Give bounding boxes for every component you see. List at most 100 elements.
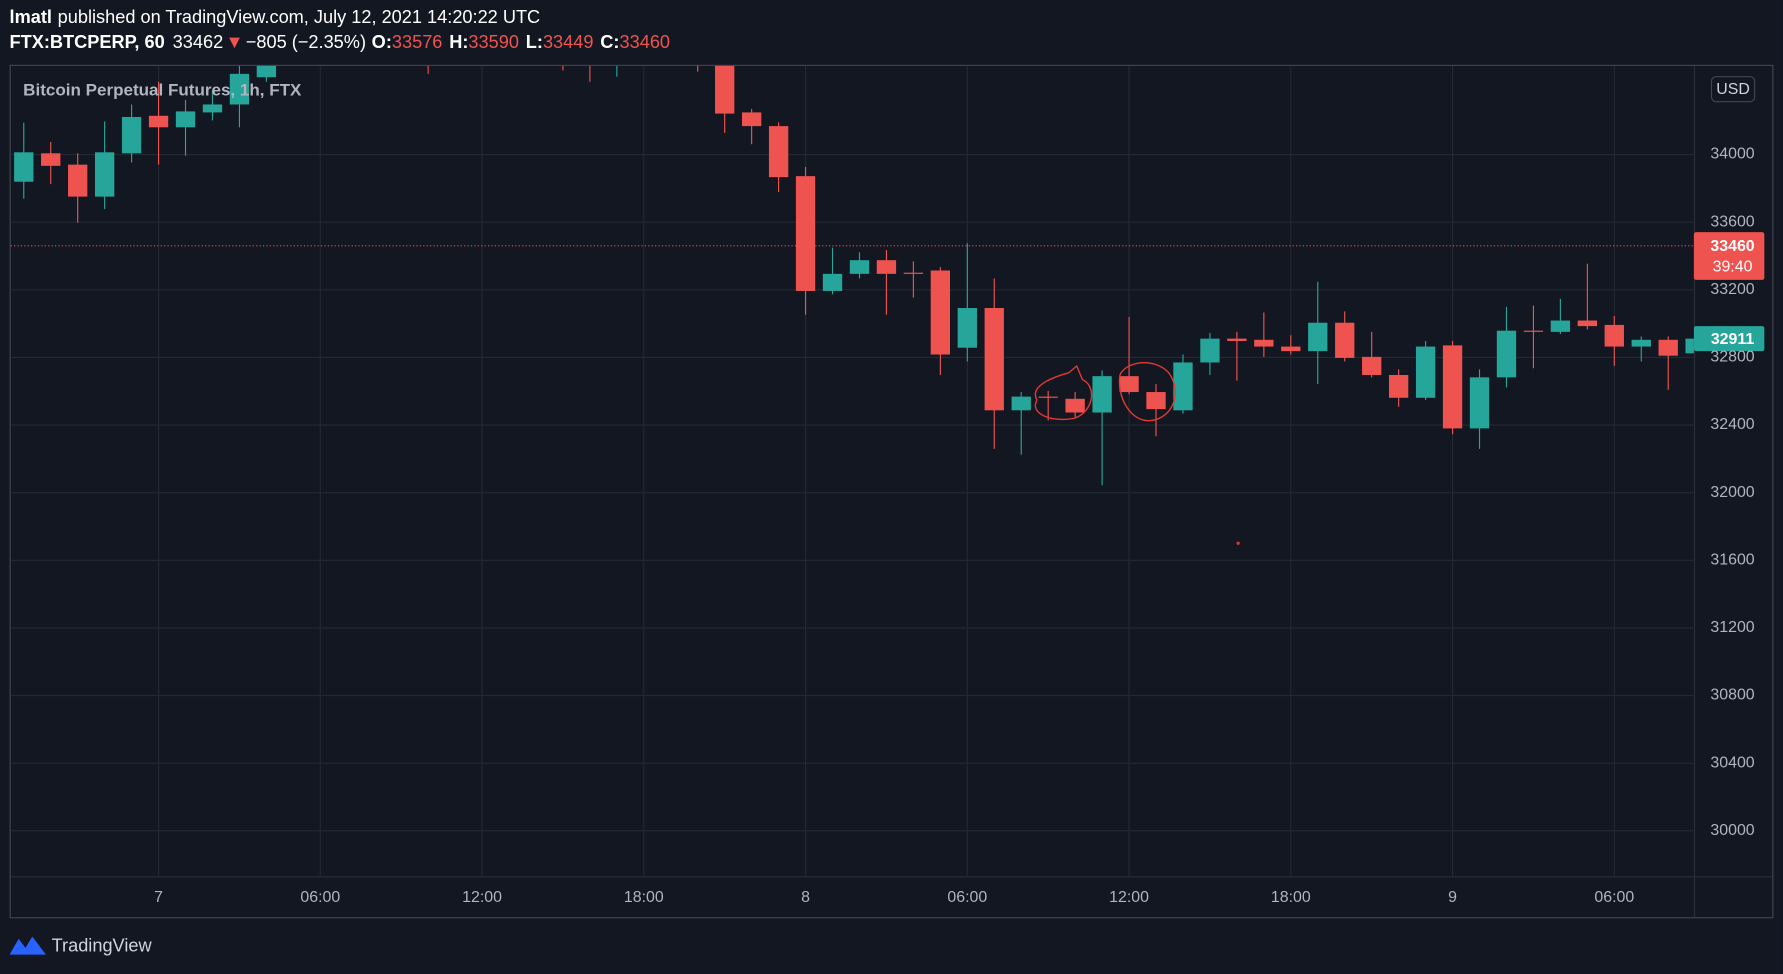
published: published on TradingView.com, July 12, 2… xyxy=(58,7,541,27)
candle-body xyxy=(715,65,735,114)
candle-body xyxy=(822,273,843,291)
candle-body xyxy=(1038,396,1058,398)
candle-body xyxy=(849,260,870,274)
x-tick-label: 06:00 xyxy=(1594,889,1634,906)
publish-line: lmatl published on TradingView.com, July … xyxy=(10,7,541,27)
candle-body xyxy=(1092,376,1112,413)
candle-body xyxy=(202,104,223,113)
ohlc-label: C: xyxy=(600,32,619,52)
logo xyxy=(9,936,46,955)
currency-box xyxy=(1710,76,1756,103)
brand-logo xyxy=(9,936,46,955)
last-price: 33462 xyxy=(173,32,224,52)
x-tick-label: 12:00 xyxy=(462,889,502,906)
candle-body xyxy=(1388,374,1409,398)
y-tick-label: 33600 xyxy=(1710,213,1754,230)
x-tick-label: 12:00 xyxy=(1109,889,1149,906)
candle-body xyxy=(1227,338,1247,341)
y-tick-label: 32000 xyxy=(1710,484,1754,501)
x-tick-label: 9 xyxy=(1448,889,1457,906)
y-tick-label: 32400 xyxy=(1710,416,1754,433)
y-tick-label: 30000 xyxy=(1710,822,1754,839)
candle-body xyxy=(741,112,762,127)
ohlc-value: 33460 xyxy=(620,32,671,52)
candle-body xyxy=(1550,320,1571,332)
candle-body xyxy=(1362,356,1382,375)
last-price-box xyxy=(1693,232,1765,280)
candle-body xyxy=(14,152,34,182)
candle-body xyxy=(41,153,61,166)
candle-body xyxy=(1011,396,1031,411)
currency: USD xyxy=(1716,81,1750,98)
candle-body xyxy=(1146,392,1166,410)
brand: TradingView xyxy=(52,936,153,956)
candle-body xyxy=(256,65,277,78)
candle-body xyxy=(1685,338,1694,354)
visible-close-label: 32911 xyxy=(1711,331,1755,348)
visible-close-box xyxy=(1693,326,1765,352)
grid xyxy=(10,65,1694,877)
candle-body xyxy=(768,126,789,178)
candle-body xyxy=(1119,376,1139,393)
candle-body xyxy=(1281,346,1301,352)
x-tick-label: 06:00 xyxy=(300,889,340,906)
candle-body xyxy=(148,115,169,128)
candle-body xyxy=(1496,330,1517,378)
ohlc-label: L: xyxy=(526,32,543,52)
symbol: FTX:BTCPERP, 60 xyxy=(10,32,165,52)
ohlc-label: H: xyxy=(449,32,468,52)
x-tick-label: 06:00 xyxy=(947,889,987,906)
y-tick-label: 34000 xyxy=(1710,146,1754,163)
annotation-circle xyxy=(1118,362,1176,422)
candle-body xyxy=(1604,324,1624,347)
candle-body xyxy=(930,270,951,355)
candle-body xyxy=(68,164,88,197)
chart-title: Bitcoin Perpetual Futures, 1h, FTX xyxy=(23,80,302,99)
candle-body xyxy=(229,73,250,105)
x-tick-label: 7 xyxy=(154,889,163,906)
last-price-label: 33460 xyxy=(1710,238,1754,255)
candle-body xyxy=(1200,338,1220,363)
change-arrow: ▼ xyxy=(226,32,244,52)
y-tick-label: 32800 xyxy=(1710,349,1754,366)
x-tick-label: 18:00 xyxy=(624,889,664,906)
countdown: 39:40 xyxy=(1713,259,1753,276)
candle-body xyxy=(1335,322,1355,358)
candle-body xyxy=(1469,377,1490,429)
candle-body xyxy=(1065,398,1085,413)
candles xyxy=(14,65,1694,486)
ohlc-value: 33590 xyxy=(468,32,519,52)
candle-body xyxy=(1254,339,1274,347)
candle-body xyxy=(957,308,977,348)
candle-body xyxy=(795,176,816,291)
candle-body xyxy=(903,272,924,274)
ohlc-value: 33576 xyxy=(392,32,443,52)
candle-body xyxy=(1658,339,1678,356)
candle-body xyxy=(1442,345,1463,429)
candle-body xyxy=(1308,322,1328,352)
symbol-line: FTX:BTCPERP, 60 33462 ▼ −805 (−2.35%) O:3357… xyxy=(10,32,671,52)
candle-body xyxy=(94,152,115,197)
candle-body xyxy=(175,111,196,128)
candle-body xyxy=(1631,339,1651,347)
y-tick-label: 31200 xyxy=(1710,619,1754,636)
candle-body xyxy=(1577,320,1598,327)
chart-frame xyxy=(9,64,1774,919)
x-tick-label: 8 xyxy=(801,889,810,906)
hand-annotations xyxy=(1034,362,1240,545)
candle-body xyxy=(1173,362,1193,411)
candle-body xyxy=(876,260,897,274)
candle-body xyxy=(1415,346,1436,398)
candle-body xyxy=(121,116,142,154)
annotation-dot xyxy=(1236,541,1240,545)
ohlc-value: 33449 xyxy=(543,32,594,52)
candle-body xyxy=(1523,330,1544,332)
overlay: 33460 39:40 32911 xyxy=(10,232,1765,352)
annotation-circle xyxy=(1034,364,1093,421)
author: lmatl xyxy=(10,7,52,27)
y-tick-label: 30400 xyxy=(1710,754,1754,771)
candle-body xyxy=(984,308,1004,411)
